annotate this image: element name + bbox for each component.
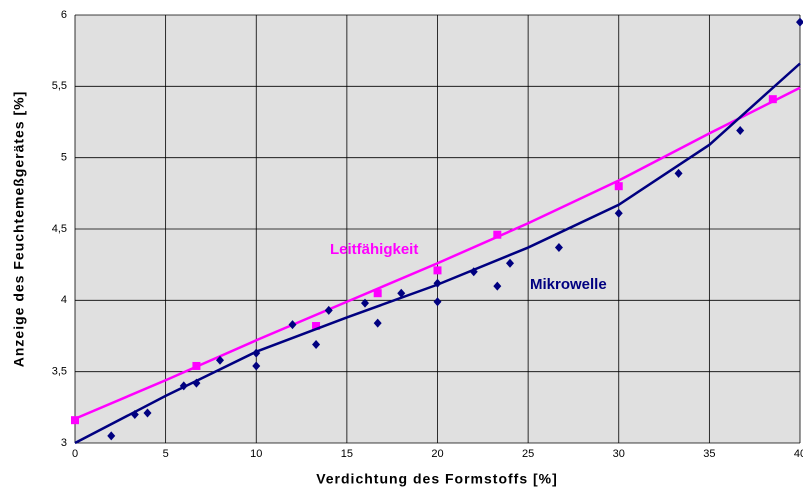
y-tick-label: 5: [61, 152, 67, 164]
y-tick-label: 3: [61, 437, 67, 449]
point: [469, 267, 478, 277]
x-tick-label: 20: [431, 448, 443, 460]
y-axis-title: Anzeige des Feuchtemeßgerätes [%]: [11, 91, 27, 368]
series-label: Leitfähigkeit: [330, 241, 418, 258]
point: [361, 298, 369, 308]
x-tick-label: 40: [794, 448, 803, 460]
point: [433, 266, 442, 275]
point: [216, 355, 224, 365]
y-tick-label: 3,5: [52, 366, 67, 378]
point: [312, 340, 321, 350]
point: [433, 278, 442, 288]
x-tick-label: 10: [250, 448, 262, 460]
point: [252, 361, 261, 371]
point: [493, 281, 502, 291]
point: [796, 17, 803, 27]
point: [506, 258, 514, 268]
point: [433, 297, 442, 307]
x-tick-label: 25: [522, 448, 534, 460]
point: [312, 322, 321, 331]
point: [143, 408, 152, 418]
point: [130, 409, 139, 419]
point: [71, 416, 79, 425]
x-tick-label: 15: [341, 448, 353, 460]
x-tick-label: 30: [613, 448, 625, 460]
y-tick-label: 6: [61, 9, 67, 21]
point: [288, 320, 297, 330]
point: [179, 381, 188, 391]
point: [373, 318, 382, 328]
point: [674, 168, 683, 178]
x-tick-label: 5: [163, 448, 169, 460]
x-axis-title: Verdichtung des Formstoffs [%]: [316, 471, 558, 487]
point: [324, 305, 333, 315]
point: [614, 182, 623, 191]
point: [768, 95, 777, 104]
point: [192, 378, 201, 388]
y-tick-label: 5,5: [52, 80, 67, 92]
point: [736, 126, 745, 136]
point: [614, 208, 623, 218]
point: [554, 243, 563, 253]
point: [107, 431, 116, 441]
x-tick-label: 0: [72, 448, 78, 460]
x-tick-label: 35: [703, 448, 715, 460]
point: [192, 361, 201, 370]
y-tick-label: 4,5: [52, 223, 67, 235]
point: [397, 288, 406, 298]
point: [493, 230, 502, 239]
point: [252, 348, 261, 358]
point: [373, 289, 382, 298]
series-label: Mikrowelle: [530, 276, 607, 293]
y-tick-label: 4: [61, 294, 67, 306]
